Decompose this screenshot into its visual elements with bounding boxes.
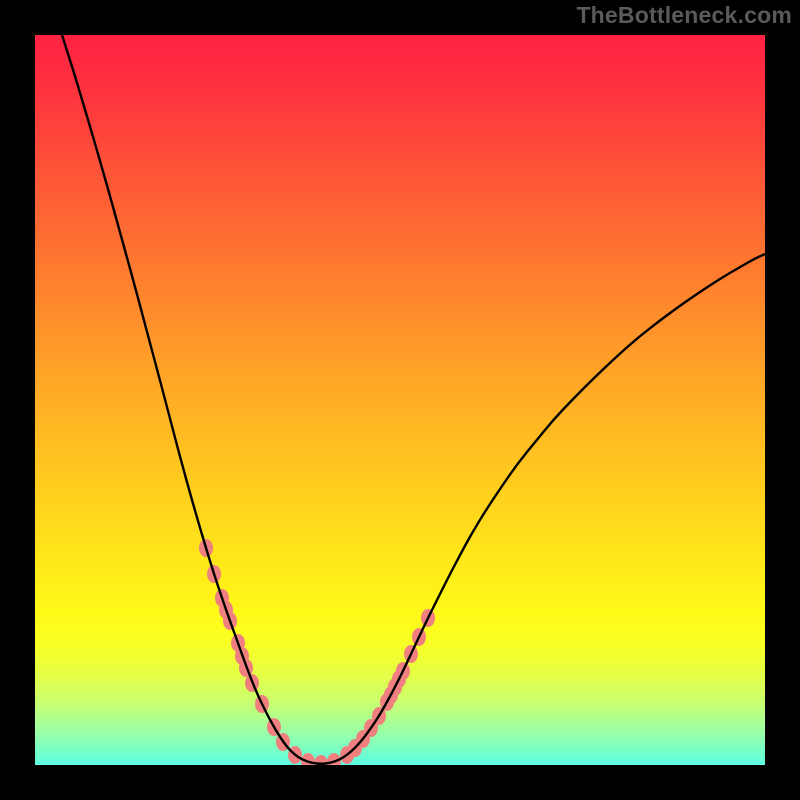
watermark-text: TheBottleneck.com [576, 2, 792, 29]
bottleneck-plot [0, 0, 800, 800]
gradient-background [35, 35, 765, 765]
chart-canvas: TheBottleneck.com [0, 0, 800, 800]
